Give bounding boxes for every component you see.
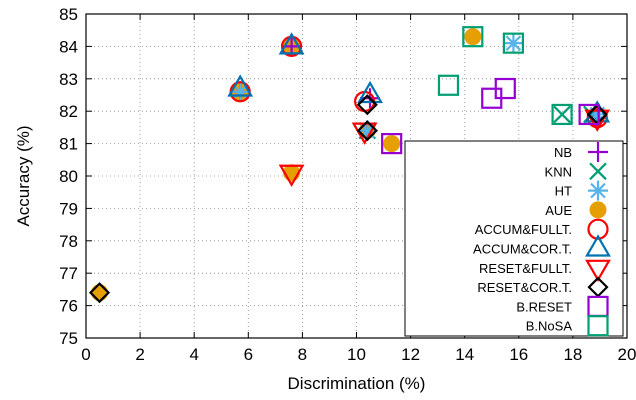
- legend-label-reset-fullt: RESET&FULLT.: [479, 261, 572, 276]
- x-tick-label: 14: [455, 345, 474, 364]
- legend-label-b-nosa: B.NoSA: [526, 319, 573, 334]
- legend-box: [404, 140, 624, 337]
- point-reset-cor-t: [356, 94, 378, 116]
- data-points: [88, 26, 611, 304]
- legend-label-accum-fullt: ACCUM&FULLT.: [475, 222, 572, 237]
- y-axis-label: Accuracy (%): [14, 125, 33, 226]
- legend-label-accum-cor-t: ACCUM&COR.T.: [473, 242, 572, 257]
- x-tick-label: 8: [298, 345, 307, 364]
- legend-label-knn: KNN: [545, 164, 572, 179]
- y-tick-label: 77: [59, 264, 78, 283]
- x-tick-label: 6: [244, 345, 253, 364]
- y-tick-label: 82: [59, 102, 78, 121]
- point-knn: [553, 105, 571, 124]
- point-b-nosa: [437, 74, 460, 96]
- point-b-nosa: [551, 103, 573, 126]
- point-b-reset: [381, 133, 403, 155]
- point-reset-fullt: [584, 109, 611, 132]
- x-tick-label: 16: [509, 345, 528, 364]
- legend: NB KNN HT AUE ACCUM&FULLT. ACCUM&COR.T. RESET&…: [404, 140, 624, 337]
- y-tick-label: 81: [59, 135, 78, 154]
- point-accum-cor-t: [357, 80, 383, 104]
- point-aue: [383, 135, 401, 153]
- point-reset-cor-t: [88, 282, 111, 304]
- legend-marker-reset-fullt: [585, 259, 611, 282]
- x-axis-label: Discrimination (%): [288, 374, 426, 393]
- legend-marker-nb: [588, 142, 608, 162]
- legend-label-aue: AUE: [545, 203, 572, 218]
- y-tick-label: 79: [59, 199, 78, 218]
- legend-marker-aue: [589, 201, 607, 219]
- y-tick-label: 76: [59, 297, 78, 316]
- x-tick-label: 20: [618, 345, 636, 364]
- y-tick-label: 80: [59, 167, 78, 186]
- point-accum-cor-t: [227, 74, 254, 97]
- point-reset-cor-t: [356, 120, 378, 142]
- point-b-nosa: [462, 26, 484, 48]
- point-b-reset: [578, 103, 600, 126]
- x-tick-label: 4: [189, 345, 198, 364]
- y-tick-label: 75: [59, 329, 78, 348]
- point-b-reset: [494, 77, 516, 100]
- x-tick-label: 12: [401, 345, 420, 364]
- legend-label-reset-cor-t: RESET&COR.T.: [477, 280, 572, 295]
- legend-marker-ht: [588, 180, 608, 201]
- legend-label-nb: NB: [554, 145, 572, 160]
- legend-label-b-reset: B.RESET: [516, 299, 572, 314]
- x-tick-label: 2: [135, 345, 144, 364]
- point-accum-cor-t: [278, 32, 305, 55]
- legend-marker-accum-fullt: [587, 218, 609, 240]
- x-tick-label: 10: [347, 345, 366, 364]
- y-tick-label: 85: [59, 5, 78, 24]
- point-b-nosa: [502, 32, 524, 54]
- point-aue: [464, 28, 482, 46]
- point-ht: [503, 33, 524, 54]
- legend-marker-b-nosa: [587, 315, 609, 337]
- point-aue: [91, 284, 109, 302]
- y-tick-label: 83: [59, 70, 78, 89]
- y-tick-label: 78: [59, 232, 78, 251]
- x-tick-label: 18: [563, 345, 582, 364]
- legend-label-ht: HT: [555, 184, 572, 199]
- axis-ticks: 0 2 4 6 8 10 12 14 16 18 20 75 76 77 78 79 80 81 82 83 84 85: [59, 5, 636, 364]
- point-reset-fullt: [278, 164, 305, 187]
- y-tick-label: 84: [59, 37, 78, 56]
- x-tick-label: 0: [81, 345, 90, 364]
- legend-marker-accum-cor-t: [585, 234, 611, 257]
- point-accum-fullt: [280, 35, 303, 58]
- legend-marker-knn: [589, 162, 607, 181]
